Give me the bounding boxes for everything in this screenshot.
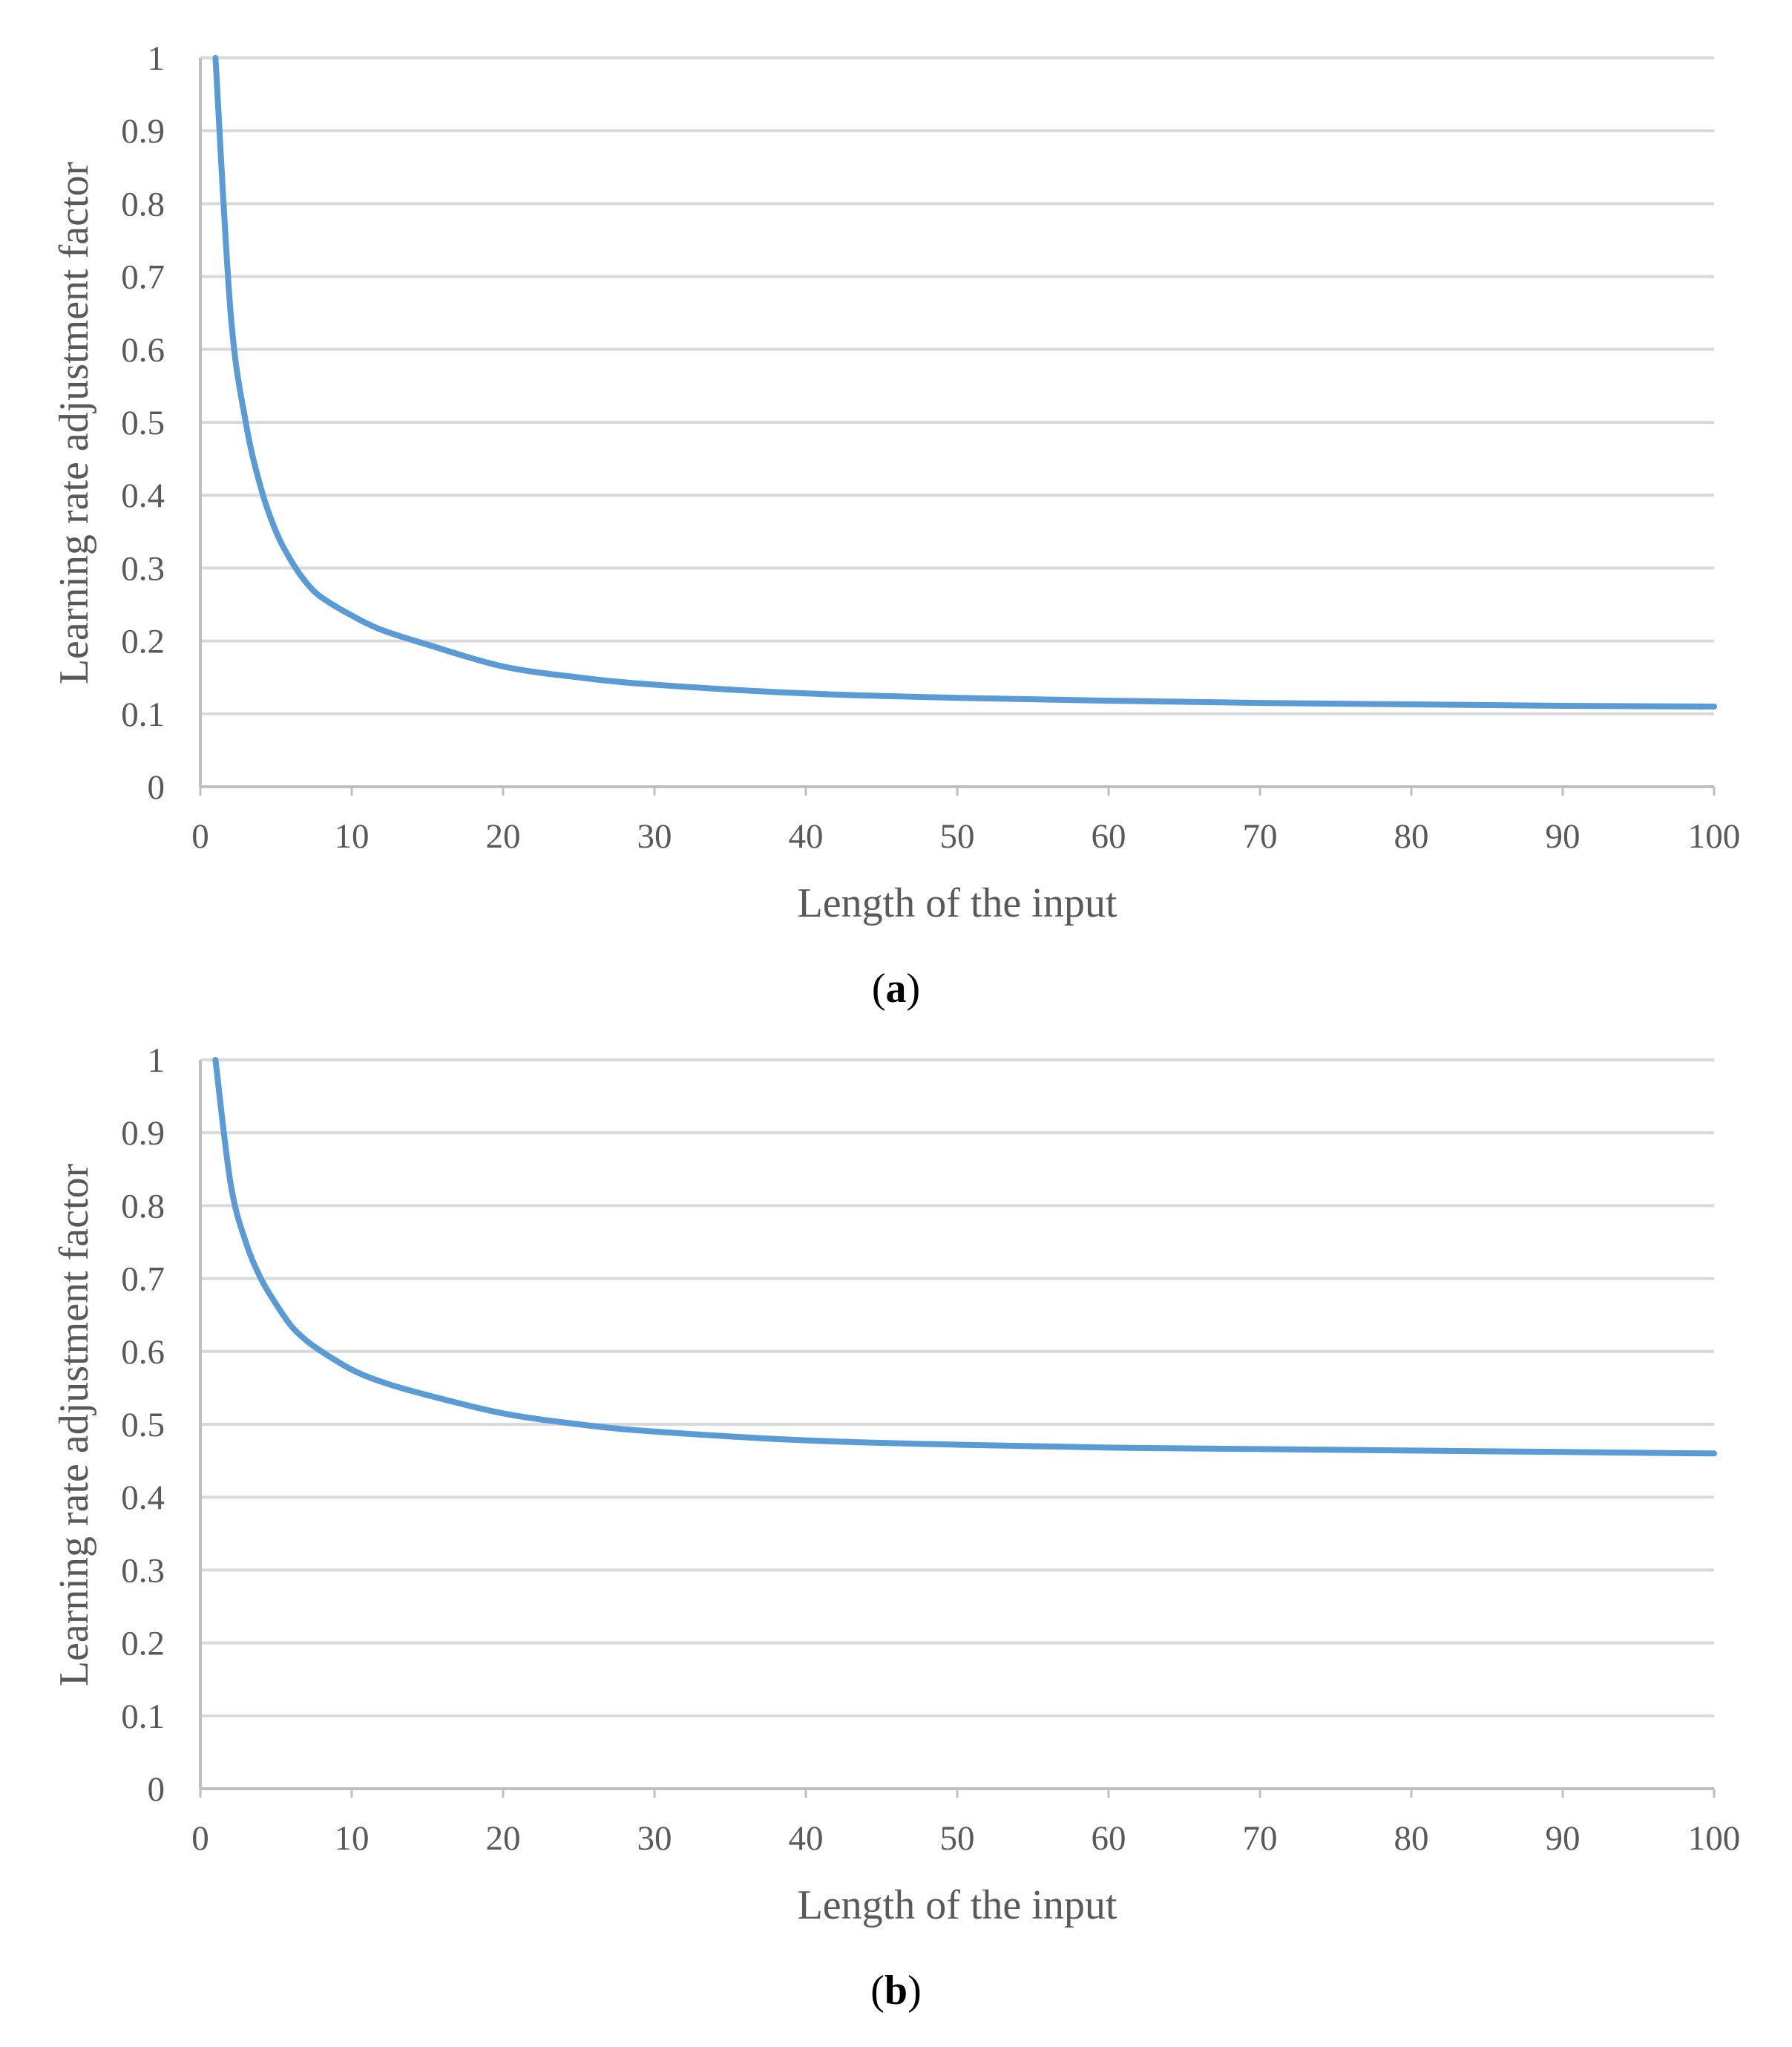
y-tick-label: 0.5 [121,404,165,442]
caption-b: (b) [870,1968,922,2014]
series [212,1057,1717,1457]
y-tick-label: 0.9 [121,1114,165,1153]
x-tick-label: 100 [1688,1819,1741,1858]
x-tick-label: 80 [1394,817,1429,856]
y-tick-label: 0.5 [121,1406,165,1444]
caption-a: (a) [871,966,921,1012]
y-tick-label: 0 [148,1770,165,1809]
y-tick-label: 0.3 [121,549,165,588]
y-tick-label: 0.7 [121,1260,165,1299]
x-tick-label: 40 [789,817,824,856]
y-tick-label: 0.4 [121,476,165,515]
x-tick-label: 50 [940,817,975,856]
x-tick-label: 30 [637,1819,672,1858]
x-tick-label: 30 [637,817,672,856]
x-tick-label: 20 [486,817,521,856]
x-tick-label: 40 [789,1819,824,1858]
y-tick-label: 1 [148,1041,165,1080]
x-tick-label: 0 [191,817,209,856]
y-tick-label: 0.2 [121,1625,165,1663]
y-tick-label: 0.2 [121,623,165,661]
caption-b-letter: b [884,1968,908,2014]
y-axis-title: Learning rate adjustment factor [51,1163,97,1686]
chart-b: 00.10.20.30.40.50.60.70.80.910 10 20 30 40 50… [51,1041,1740,1928]
x-tick-label: 70 [1243,817,1278,856]
y-axis-title: Learning rate adjustment factor [51,161,97,684]
y-tick-label: 0.9 [121,112,165,151]
x-tick-label: 10 [335,1819,370,1858]
x-tick-label: 20 [486,1819,521,1858]
x-tick-label: 70 [1243,1819,1278,1858]
tick-labels: 00.10.20.30.40.50.60.70.80.910 10 20 30 40 50… [121,1041,1740,1858]
y-tick-label: 0.8 [121,185,165,223]
x-tick-label: 90 [1546,817,1581,856]
x-tick-label: 60 [1092,817,1126,856]
x-axis-title: Length of the input [798,880,1117,926]
y-tick-label: 0.8 [121,1187,165,1225]
y-tick-label: 0.7 [121,258,165,297]
tick-labels: 00.10.20.30.40.50.60.70.80.910 10 20 30 40 50… [121,39,1740,856]
axes [199,58,1716,796]
y-tick-label: 0.4 [121,1478,165,1517]
series [212,55,1717,710]
axes [199,1060,1716,1798]
x-axis-title: Length of the input [798,1882,1117,1928]
series-line-0 [212,1057,1717,1457]
y-tick-label: 0.1 [121,695,165,734]
x-tick-label: 90 [1546,1819,1581,1858]
caption-a-letter: a [885,966,907,1012]
x-tick-label: 50 [940,1819,975,1858]
y-tick-label: 0.1 [121,1697,165,1736]
y-tick-label: 0.3 [121,1551,165,1590]
x-tick-label: 0 [191,1819,209,1858]
x-tick-label: 80 [1394,1819,1429,1858]
y-tick-label: 0.6 [121,1333,165,1372]
y-tick-label: 0.6 [121,331,165,370]
gridlines [200,1058,1714,1717]
gridlines [200,56,1714,715]
x-tick-label: 10 [335,817,370,856]
y-tick-label: 1 [148,39,165,78]
y-tick-label: 0 [148,768,165,807]
series-line-0 [212,55,1717,710]
x-tick-label: 100 [1688,817,1741,856]
chart-a: 00.10.20.30.40.50.60.70.80.910 10 20 30 40 50… [51,39,1740,926]
x-tick-label: 60 [1092,1819,1126,1858]
